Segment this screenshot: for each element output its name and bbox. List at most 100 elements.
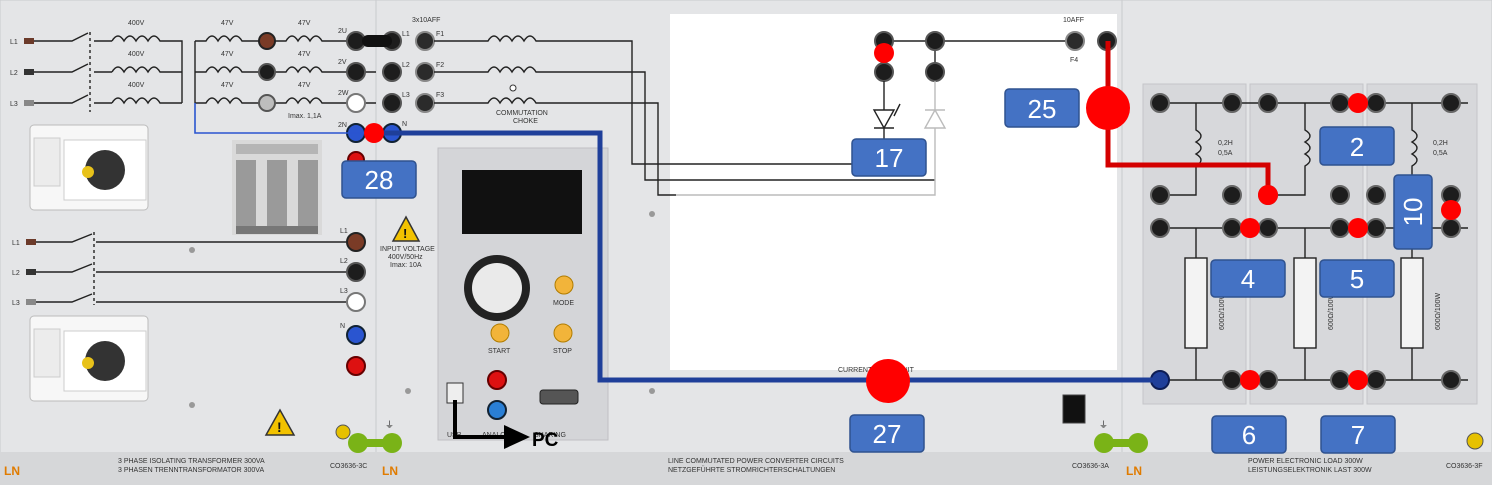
- secondary-voltage-3: 47V: [221, 82, 234, 89]
- marker-dot-large: [866, 359, 910, 403]
- pc-label: PC: [532, 430, 559, 451]
- input-terminal-l1: [24, 38, 34, 44]
- input-warning-exclamation: !: [403, 226, 407, 241]
- load-code: CO3636-3F: [1446, 463, 1483, 470]
- lower-socket-l3[interactable]: [346, 292, 366, 312]
- fuse-f1[interactable]: [415, 31, 435, 51]
- socket-mid-grey[interactable]: [258, 94, 276, 112]
- breaker-lower-label: [33, 328, 61, 378]
- fuse-f3[interactable]: [415, 93, 435, 113]
- socket-2v[interactable]: [346, 62, 366, 82]
- valve-socket-mid-a[interactable]: [874, 62, 894, 82]
- converter-brand-logo: LN: [382, 464, 398, 478]
- lower-socket-l1[interactable]: [346, 232, 366, 252]
- input-voltage-3: Imax: 10A: [390, 262, 422, 269]
- schematic-window: [670, 14, 1117, 370]
- marker-dot: [1348, 218, 1368, 238]
- lower-socket-red[interactable]: [346, 356, 366, 376]
- mode-label: MODE: [553, 300, 574, 307]
- breaker-lower-knob[interactable]: [85, 341, 125, 381]
- right-fuse-f4[interactable]: [1065, 31, 1085, 51]
- load-socket: [1258, 218, 1278, 238]
- socket-2w[interactable]: [346, 93, 366, 113]
- control-display: [462, 170, 582, 234]
- tag-10: 10: [1393, 174, 1433, 250]
- tag-4-label: 4: [1241, 264, 1255, 294]
- warning-triangle-icon: [264, 408, 296, 436]
- sharing-port[interactable]: [539, 389, 579, 405]
- input-voltage-2: 400V/50Hz: [388, 254, 423, 261]
- converter-footer-line2: NETZGEFÜHRTE STROMRICHTERSCHALTUNGEN: [668, 466, 835, 474]
- stop-button[interactable]: [553, 323, 573, 343]
- fuse-label-f3: F3: [436, 92, 444, 99]
- load-resistor-3: [1400, 257, 1424, 349]
- load-socket: [1222, 185, 1242, 205]
- converter-socket-l2[interactable]: [382, 62, 402, 82]
- lower-socket-n[interactable]: [346, 325, 366, 345]
- tag-27: 27: [849, 414, 925, 453]
- start-button[interactable]: [490, 323, 510, 343]
- transformer-footer-line1: 3 PHASE ISOLATING TRANSFORMER 300VA: [118, 458, 265, 465]
- load-socket: [1366, 218, 1386, 238]
- diode-symbol: [676, 81, 947, 196]
- output-label-2w: 2W: [338, 90, 349, 97]
- load-socket: [1222, 93, 1242, 113]
- screw-icon: [649, 388, 655, 394]
- socket-mid-black[interactable]: [258, 63, 276, 81]
- input-warning-icon: [391, 215, 421, 242]
- phase-label-l3: L3: [10, 101, 18, 108]
- stop-label: STOP: [553, 348, 572, 355]
- transformer-brand-logo: LN: [4, 464, 20, 478]
- converter-footer-line1: LINE COMMUTATED POWER CONVERTER CIRCUITS: [668, 458, 844, 465]
- marker-dot: [1240, 370, 1260, 390]
- choke-label-2: CHOKE: [513, 118, 538, 125]
- converter-socket-l3[interactable]: [382, 93, 402, 113]
- secondary-voltage-4: 47V: [298, 20, 311, 27]
- primary-voltage-3: 400V: [128, 82, 145, 89]
- lower-phase-l1: L1: [12, 240, 20, 247]
- load-subpanel-1: [1142, 83, 1247, 405]
- secondary-voltage-1: 47V: [221, 20, 234, 27]
- mode-button[interactable]: [554, 275, 574, 295]
- valve-socket-top-b[interactable]: [925, 31, 945, 51]
- load-ground-socket-icon: [1466, 432, 1484, 450]
- start-label: START: [488, 348, 511, 355]
- valve-socket-mid-b[interactable]: [925, 62, 945, 82]
- thyristor-symbol: [872, 81, 901, 164]
- load-socket: [1366, 185, 1386, 205]
- analog-socket-red[interactable]: [487, 370, 507, 390]
- breaker-upper-label: [33, 137, 61, 187]
- converter-wiring: [434, 35, 1070, 196]
- socket-mid-brown[interactable]: [258, 32, 276, 50]
- neutral-thin-wire: [194, 103, 376, 134]
- converter-ground-symbol-icon: ⏚: [1099, 420, 1108, 430]
- screw-icon: [405, 388, 411, 394]
- lower-socket-label-l1: L1: [340, 228, 348, 235]
- load-socket: [1330, 218, 1350, 238]
- fuse-f2[interactable]: [415, 62, 435, 82]
- screw-icon: [649, 211, 655, 217]
- tag-4: 4: [1210, 259, 1286, 298]
- secondary-voltage-5: 47V: [298, 51, 311, 58]
- tag-25: 25: [1004, 88, 1080, 128]
- resistor-rating-2: 600Ω/100W: [1328, 292, 1335, 330]
- inductor-rating-3a: 0,2H: [1433, 140, 1448, 147]
- tag-2: 2: [1319, 126, 1395, 166]
- choke-label-1: COMMUTATION: [496, 110, 548, 117]
- load-socket: [1222, 370, 1242, 390]
- warning-exclamation-icon: !: [277, 419, 282, 435]
- right-fuse-label: 10AFF: [1063, 17, 1084, 24]
- primary-voltage-1: 400V: [128, 20, 145, 27]
- screw-icon: [189, 247, 195, 253]
- fuse-label-f1: F1: [436, 31, 444, 38]
- lower-phase-l3: L3: [12, 300, 20, 307]
- lower-socket-l2[interactable]: [346, 262, 366, 282]
- analog-socket-blue[interactable]: [487, 400, 507, 420]
- inductor-rating-1b: 0,5A: [1218, 150, 1233, 157]
- jumper-plug[interactable]: [362, 35, 392, 47]
- breaker-upper-knob[interactable]: [85, 150, 125, 190]
- converter-code: CO3636-3A: [1072, 463, 1109, 470]
- power-switch[interactable]: [1062, 394, 1086, 424]
- ground-plug-bridge: [358, 439, 392, 447]
- converter-phase-l3: L3: [402, 92, 410, 99]
